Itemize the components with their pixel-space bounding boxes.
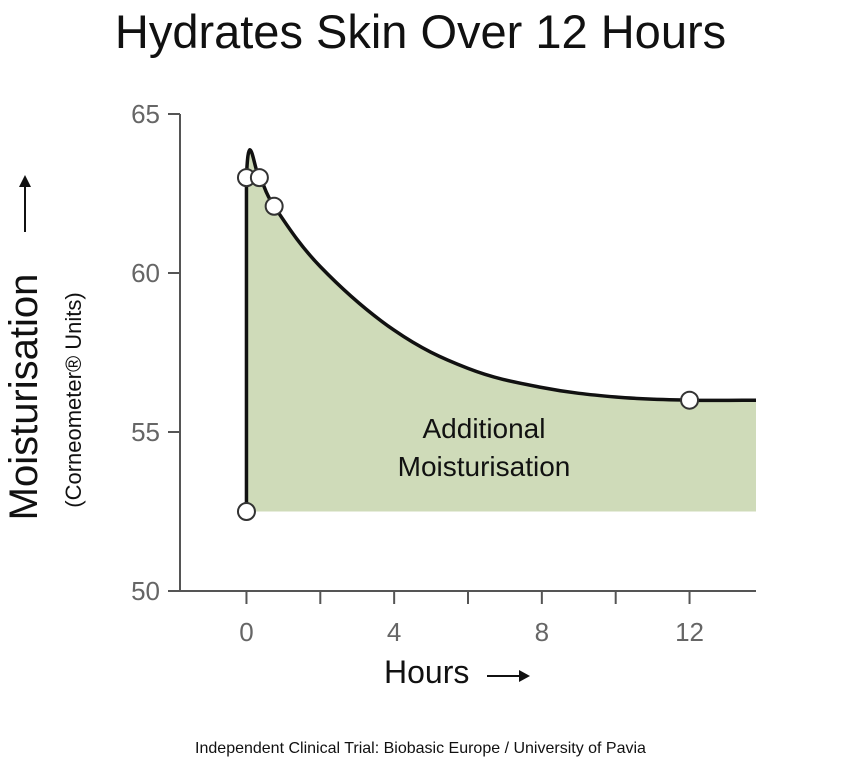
data-point: [236, 502, 256, 521]
annotation-line-1: Additional: [423, 413, 546, 444]
x-tick-label: 0: [239, 617, 253, 647]
data-point: [249, 168, 269, 188]
x-tick-label: 4: [387, 617, 401, 647]
additional-moisturisation-area: [246, 149, 756, 512]
marker-layer: [236, 168, 700, 521]
y-tick-label: 55: [131, 417, 160, 447]
area-layer: [246, 149, 756, 512]
y-axis-title: Moisturisation: [2, 274, 46, 521]
x-tick-label: 12: [675, 617, 704, 647]
x-axis-arrow-head: [519, 670, 530, 682]
y-axis-subtitle: (Corneometer® Units): [61, 292, 86, 508]
axis-layer: 50 55 60 65 0 4 8 12: [131, 99, 756, 647]
data-point: [264, 196, 284, 216]
y-tick-label: 65: [131, 99, 160, 129]
y-tick-label: 60: [131, 258, 160, 288]
y-axis-arrow-head: [19, 175, 31, 187]
y-tick-label: 50: [131, 576, 160, 606]
x-tick-label: 8: [535, 617, 549, 647]
data-point: [680, 390, 700, 410]
annotation-line-2: Moisturisation: [398, 451, 571, 482]
label-layer: Additional Moisturisation Hours Moisturisat…: [2, 175, 570, 690]
x-axis-title: Hours: [384, 654, 469, 690]
source-note: Independent Clinical Trial: Biobasic Eur…: [195, 740, 646, 757]
chart-title: Hydrates Skin Over 12 Hours: [114, 5, 727, 58]
